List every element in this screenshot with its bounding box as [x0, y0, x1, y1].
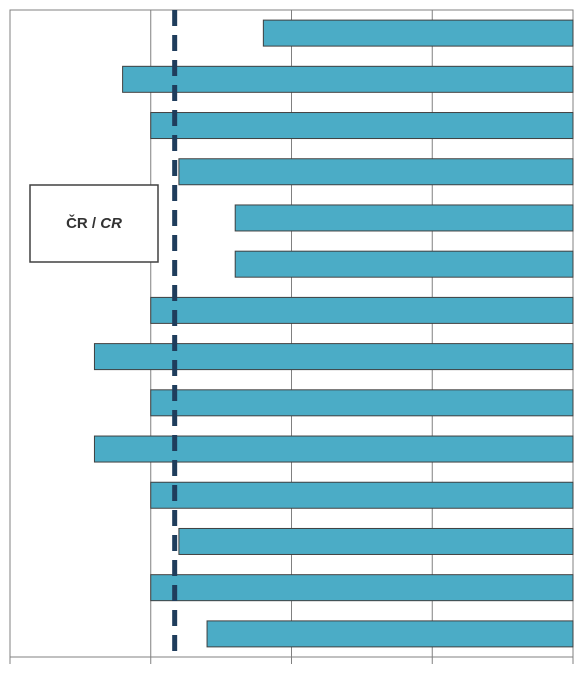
bar	[178, 527, 574, 555]
bar	[234, 250, 574, 278]
bar	[262, 19, 574, 47]
bar	[93, 435, 574, 463]
annotation-part: ČR /	[66, 214, 100, 232]
bar	[150, 296, 574, 324]
annotation: ČR / CR	[66, 214, 122, 232]
annotation-box	[29, 184, 159, 263]
annotation-part: CR	[100, 215, 122, 232]
bar	[150, 574, 574, 602]
bar	[93, 343, 574, 371]
bar	[234, 204, 574, 232]
bar	[122, 65, 574, 93]
bar	[178, 158, 574, 186]
bar	[150, 112, 574, 140]
bar	[150, 481, 574, 509]
bar	[206, 620, 574, 648]
bar	[150, 389, 574, 417]
